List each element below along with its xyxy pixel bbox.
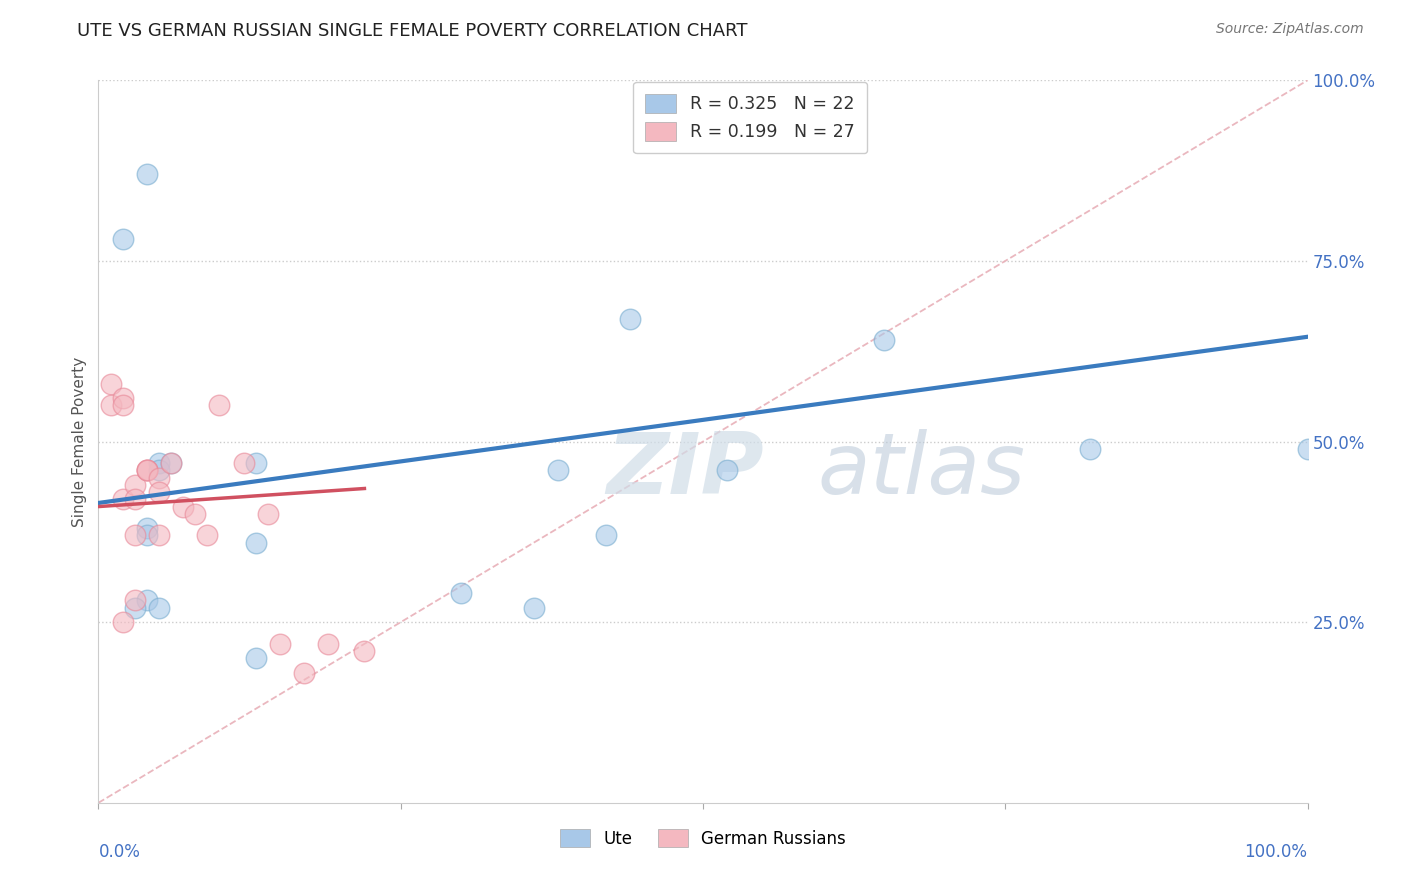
Point xyxy=(100,398,122,412)
Point xyxy=(148,463,170,477)
Point xyxy=(111,615,134,630)
Point xyxy=(208,398,231,412)
Point xyxy=(245,535,267,549)
Point xyxy=(148,456,170,470)
Point xyxy=(245,651,267,665)
Point xyxy=(595,528,617,542)
Text: atlas: atlas xyxy=(818,429,1026,512)
Point xyxy=(195,528,218,542)
Point xyxy=(135,463,157,477)
Point xyxy=(111,232,134,246)
Point xyxy=(547,463,569,477)
Point xyxy=(111,492,134,507)
Point xyxy=(100,376,122,391)
Point xyxy=(111,398,134,412)
Point xyxy=(269,637,291,651)
Point xyxy=(716,463,738,477)
Point xyxy=(124,528,146,542)
Point xyxy=(353,644,375,658)
Point xyxy=(619,311,641,326)
Point xyxy=(1296,442,1319,456)
Point xyxy=(124,600,146,615)
Point xyxy=(160,456,183,470)
Point xyxy=(111,391,134,405)
Point xyxy=(124,492,146,507)
Point xyxy=(148,485,170,500)
Text: Source: ZipAtlas.com: Source: ZipAtlas.com xyxy=(1216,22,1364,37)
Text: 0.0%: 0.0% xyxy=(98,843,141,861)
Point xyxy=(135,463,157,477)
Text: UTE VS GERMAN RUSSIAN SINGLE FEMALE POVERTY CORRELATION CHART: UTE VS GERMAN RUSSIAN SINGLE FEMALE POVE… xyxy=(77,22,748,40)
Point xyxy=(232,456,254,470)
Point xyxy=(148,470,170,484)
Point xyxy=(135,463,157,477)
Point xyxy=(135,521,157,535)
Text: 100.0%: 100.0% xyxy=(1244,843,1308,861)
Point xyxy=(245,456,267,470)
Legend: Ute, German Russians: Ute, German Russians xyxy=(553,821,853,856)
Point xyxy=(316,637,339,651)
Point xyxy=(160,456,183,470)
Y-axis label: Single Female Poverty: Single Female Poverty xyxy=(72,357,87,526)
Text: ZIP: ZIP xyxy=(606,429,763,512)
Point xyxy=(1078,442,1101,456)
Point xyxy=(184,507,207,521)
Point xyxy=(292,665,315,680)
Point xyxy=(124,593,146,607)
Point xyxy=(148,528,170,542)
Point xyxy=(148,600,170,615)
Point xyxy=(523,600,546,615)
Point xyxy=(124,478,146,492)
Point xyxy=(135,167,157,181)
Point xyxy=(135,528,157,542)
Point xyxy=(256,507,278,521)
Point xyxy=(135,593,157,607)
Point xyxy=(450,586,472,600)
Point xyxy=(873,334,896,348)
Point xyxy=(172,500,194,514)
